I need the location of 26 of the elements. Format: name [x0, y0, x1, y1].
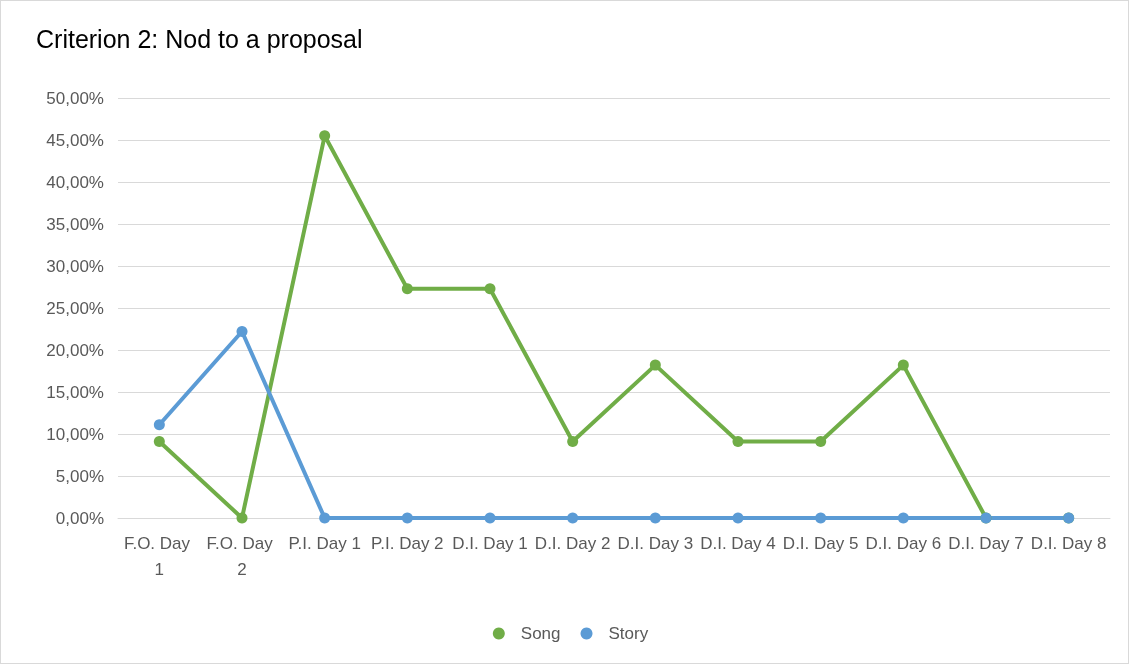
y-tick-label: 40,00%	[46, 172, 104, 192]
x-tick-label: D.I. Day 4	[700, 533, 776, 553]
x-tick-label: D.I. Day 7	[948, 533, 1024, 553]
x-tick-label: F.O. Day 2	[206, 533, 278, 579]
x-tick-label: D.I. Day 2	[534, 533, 611, 553]
legend-label: Story	[608, 624, 649, 643]
y-tick-label: 35,00%	[46, 214, 104, 234]
x-tick-label: F.O. Day 1	[123, 533, 195, 579]
x-tick-label: P.I. Day 2	[371, 533, 444, 553]
y-tick-label: 45,00%	[46, 130, 104, 150]
chart-title: Criterion 2: Nod to a proposal	[36, 24, 363, 53]
y-tick-label: 0,00%	[55, 508, 104, 528]
x-tick-label: D.I. Day 1	[452, 533, 528, 553]
y-tick-label: 25,00%	[46, 298, 104, 318]
x-tick-label: D.I. Day 8	[1030, 533, 1107, 553]
legend-label: Song	[520, 624, 561, 643]
y-tick-label: 30,00%	[46, 256, 104, 276]
x-tick-label: P.I. Day 1	[288, 533, 361, 553]
x-tick-label: D.I. Day 5	[782, 533, 859, 553]
y-tick-label: 10,00%	[46, 424, 104, 444]
y-tick-label: 50,00%	[46, 88, 104, 108]
y-tick-label: 15,00%	[46, 382, 104, 402]
y-tick-label: 5,00%	[55, 466, 104, 486]
x-tick-label: D.I. Day 6	[865, 533, 942, 553]
y-tick-label: 20,00%	[46, 340, 104, 360]
x-tick-label: D.I. Day 3	[617, 533, 694, 553]
